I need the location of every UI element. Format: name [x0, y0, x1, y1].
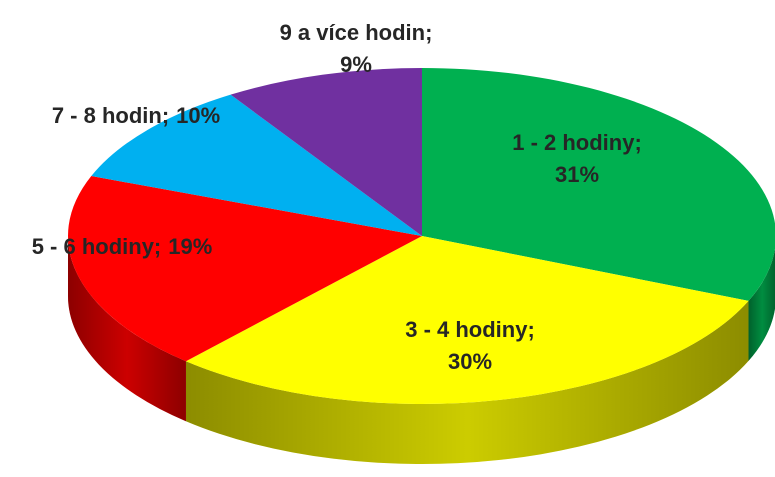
category-label: 5 - 6 hodiny;	[32, 234, 162, 259]
category-label: 7 - 8 hodin;	[52, 103, 169, 128]
data-label: 7 - 8 hodin; 10%	[52, 103, 220, 128]
value-label: 30%	[448, 349, 492, 374]
slice	[230, 68, 422, 236]
slice	[422, 68, 775, 301]
category-label: 1 - 2 hodiny;	[512, 130, 642, 155]
slice	[185, 236, 749, 404]
slice-side-shade	[68, 236, 186, 422]
category-label: 3 - 4 hodiny;	[405, 317, 535, 342]
slice	[67, 176, 423, 362]
pie-tops	[67, 68, 775, 404]
slice-side-shade	[748, 248, 775, 361]
slice	[91, 94, 423, 236]
labels: 1 - 2 hodiny; 31% 3 - 4 hodiny; 30% 5 - 6 ho…	[32, 20, 642, 374]
data-label: 5 - 6 hodiny; 19%	[32, 234, 213, 259]
value-label: 31%	[555, 162, 599, 187]
pie-sides	[68, 236, 775, 464]
category-label: 9 a více hodin;	[280, 20, 433, 45]
value-label: 19%	[168, 234, 212, 259]
value-label: 9%	[340, 52, 372, 77]
value-label: 10%	[176, 103, 220, 128]
slice-side-shade	[185, 300, 749, 464]
